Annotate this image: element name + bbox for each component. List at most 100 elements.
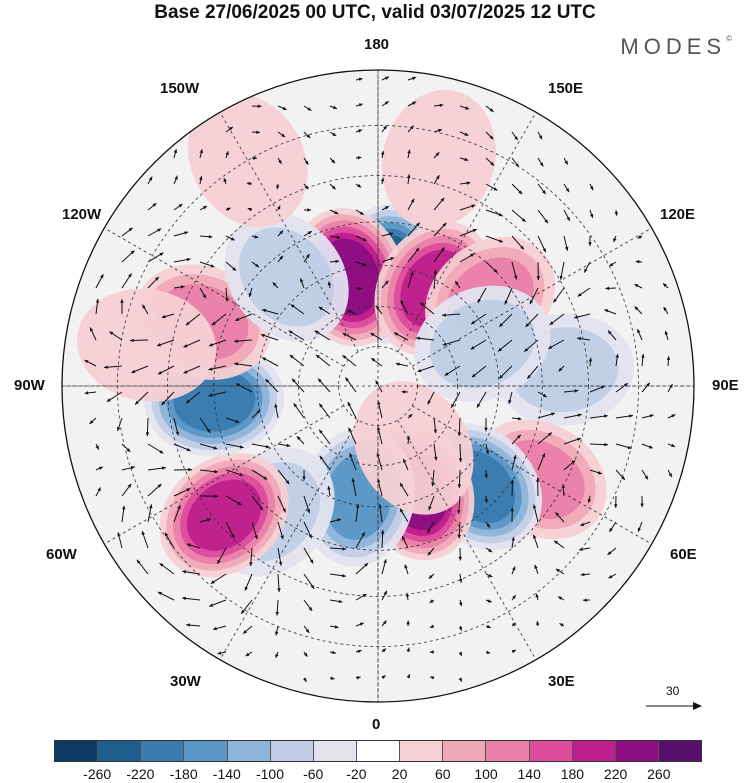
wind-arrow [458, 599, 463, 607]
wind-arrow [342, 332, 357, 341]
wind-arrow [416, 336, 435, 341]
wind-arrow [485, 261, 498, 274]
wind-arrow [248, 287, 253, 298]
wind-arrow [329, 131, 337, 137]
wind-arrow [537, 453, 546, 471]
vector-scale-arrow [646, 702, 702, 710]
wind-arrow [277, 443, 291, 448]
wind-arrow [327, 281, 332, 289]
wind-arrow [355, 504, 360, 523]
wind-arrow [242, 625, 253, 635]
wind-arrow [458, 677, 463, 682]
wind-arrow [121, 483, 132, 497]
wind-arrow [433, 222, 447, 237]
wind-arrow [407, 198, 415, 211]
wind-arrow [431, 469, 435, 487]
modes-logo: MODES© [620, 34, 732, 60]
wind-arrow [199, 234, 213, 239]
wind-arrow [329, 599, 343, 604]
wind-arrow [355, 286, 362, 291]
wind-arrow [342, 354, 357, 367]
wind-arrow [329, 547, 347, 551]
wind-arrow [511, 649, 517, 654]
wind-arrow [510, 479, 515, 497]
wind-arrow [615, 382, 629, 393]
wind-arrow [145, 417, 150, 437]
wind-arrow [262, 308, 279, 315]
wind-arrow [329, 573, 346, 578]
wind-arrow [442, 313, 461, 317]
wind-arrow [537, 157, 544, 167]
wind-arrow [484, 417, 488, 432]
wind-arrow [225, 126, 234, 133]
wind-arrow [577, 336, 591, 341]
wind-arrow [208, 365, 227, 371]
wind-arrow [613, 235, 617, 243]
wind-arrow [157, 365, 175, 375]
wind-arrow [459, 181, 471, 185]
wind-arrow [355, 562, 369, 575]
colorbar-tick-label: -220 [126, 766, 155, 782]
wind-arrow [106, 391, 123, 403]
wind-arrow [147, 466, 166, 471]
wind-arrow [296, 435, 305, 445]
wind-arrow [381, 257, 395, 263]
wind-arrow [199, 443, 218, 450]
wind-arrow [173, 467, 193, 472]
wind-arrow [497, 339, 513, 352]
wind-arrow [317, 378, 331, 393]
wind-arrow [580, 572, 591, 577]
wind-arrow [589, 385, 606, 393]
wind-arrow [288, 330, 305, 341]
meridian-line [411, 227, 652, 367]
wind-arrow [355, 77, 363, 81]
wind-arrow [442, 339, 461, 346]
lon-label-30w: 30W [170, 673, 201, 690]
wind-arrow [667, 469, 673, 478]
wind-arrow [614, 209, 618, 216]
wind-arrow [89, 417, 97, 425]
wind-arrow [329, 625, 339, 629]
wind-arrow [587, 495, 592, 503]
colorbar-tick-label: 220 [603, 766, 628, 782]
wind-arrow [459, 105, 470, 110]
wind-arrow [635, 260, 643, 264]
wind-arrow [225, 235, 235, 241]
wind-arrow [580, 521, 591, 527]
wind-arrow [318, 306, 331, 315]
wind-arrow [426, 521, 435, 534]
wind-arrow [355, 129, 363, 133]
wind-arrow [141, 304, 149, 315]
wind-arrow [347, 309, 357, 315]
wind-arrow [563, 437, 582, 445]
wind-arrow [199, 494, 219, 498]
wind-arrow [457, 469, 462, 489]
wind-arrow [355, 209, 365, 216]
wind-arrow [407, 101, 417, 107]
colorbar-tick-label: 180 [560, 766, 585, 782]
lon-label-60e: 60E [670, 546, 697, 563]
wind-arrow [329, 157, 336, 164]
wind-arrow [275, 625, 279, 636]
wind-arrow [120, 299, 124, 315]
wind-arrow [355, 103, 363, 107]
wind-arrow [381, 232, 394, 237]
wind-arrow [182, 570, 201, 575]
colorbar-tick-label: -60 [303, 766, 324, 782]
wind-arrow [245, 651, 253, 657]
wind-arrow [225, 207, 231, 211]
wind-arrow [355, 261, 367, 267]
meridian-line [104, 405, 345, 545]
wind-arrow [553, 540, 565, 549]
wind-arrow [511, 209, 526, 223]
wind-arrow [381, 205, 390, 211]
wind-arrow [667, 443, 676, 448]
wind-arrow [355, 622, 364, 627]
wind-arrow [329, 650, 337, 655]
wind-arrow [407, 413, 413, 419]
colorbar-swatch [529, 741, 573, 761]
wind-arrow [225, 151, 229, 159]
wind-arrow [303, 495, 311, 514]
wind-arrow [608, 573, 617, 579]
